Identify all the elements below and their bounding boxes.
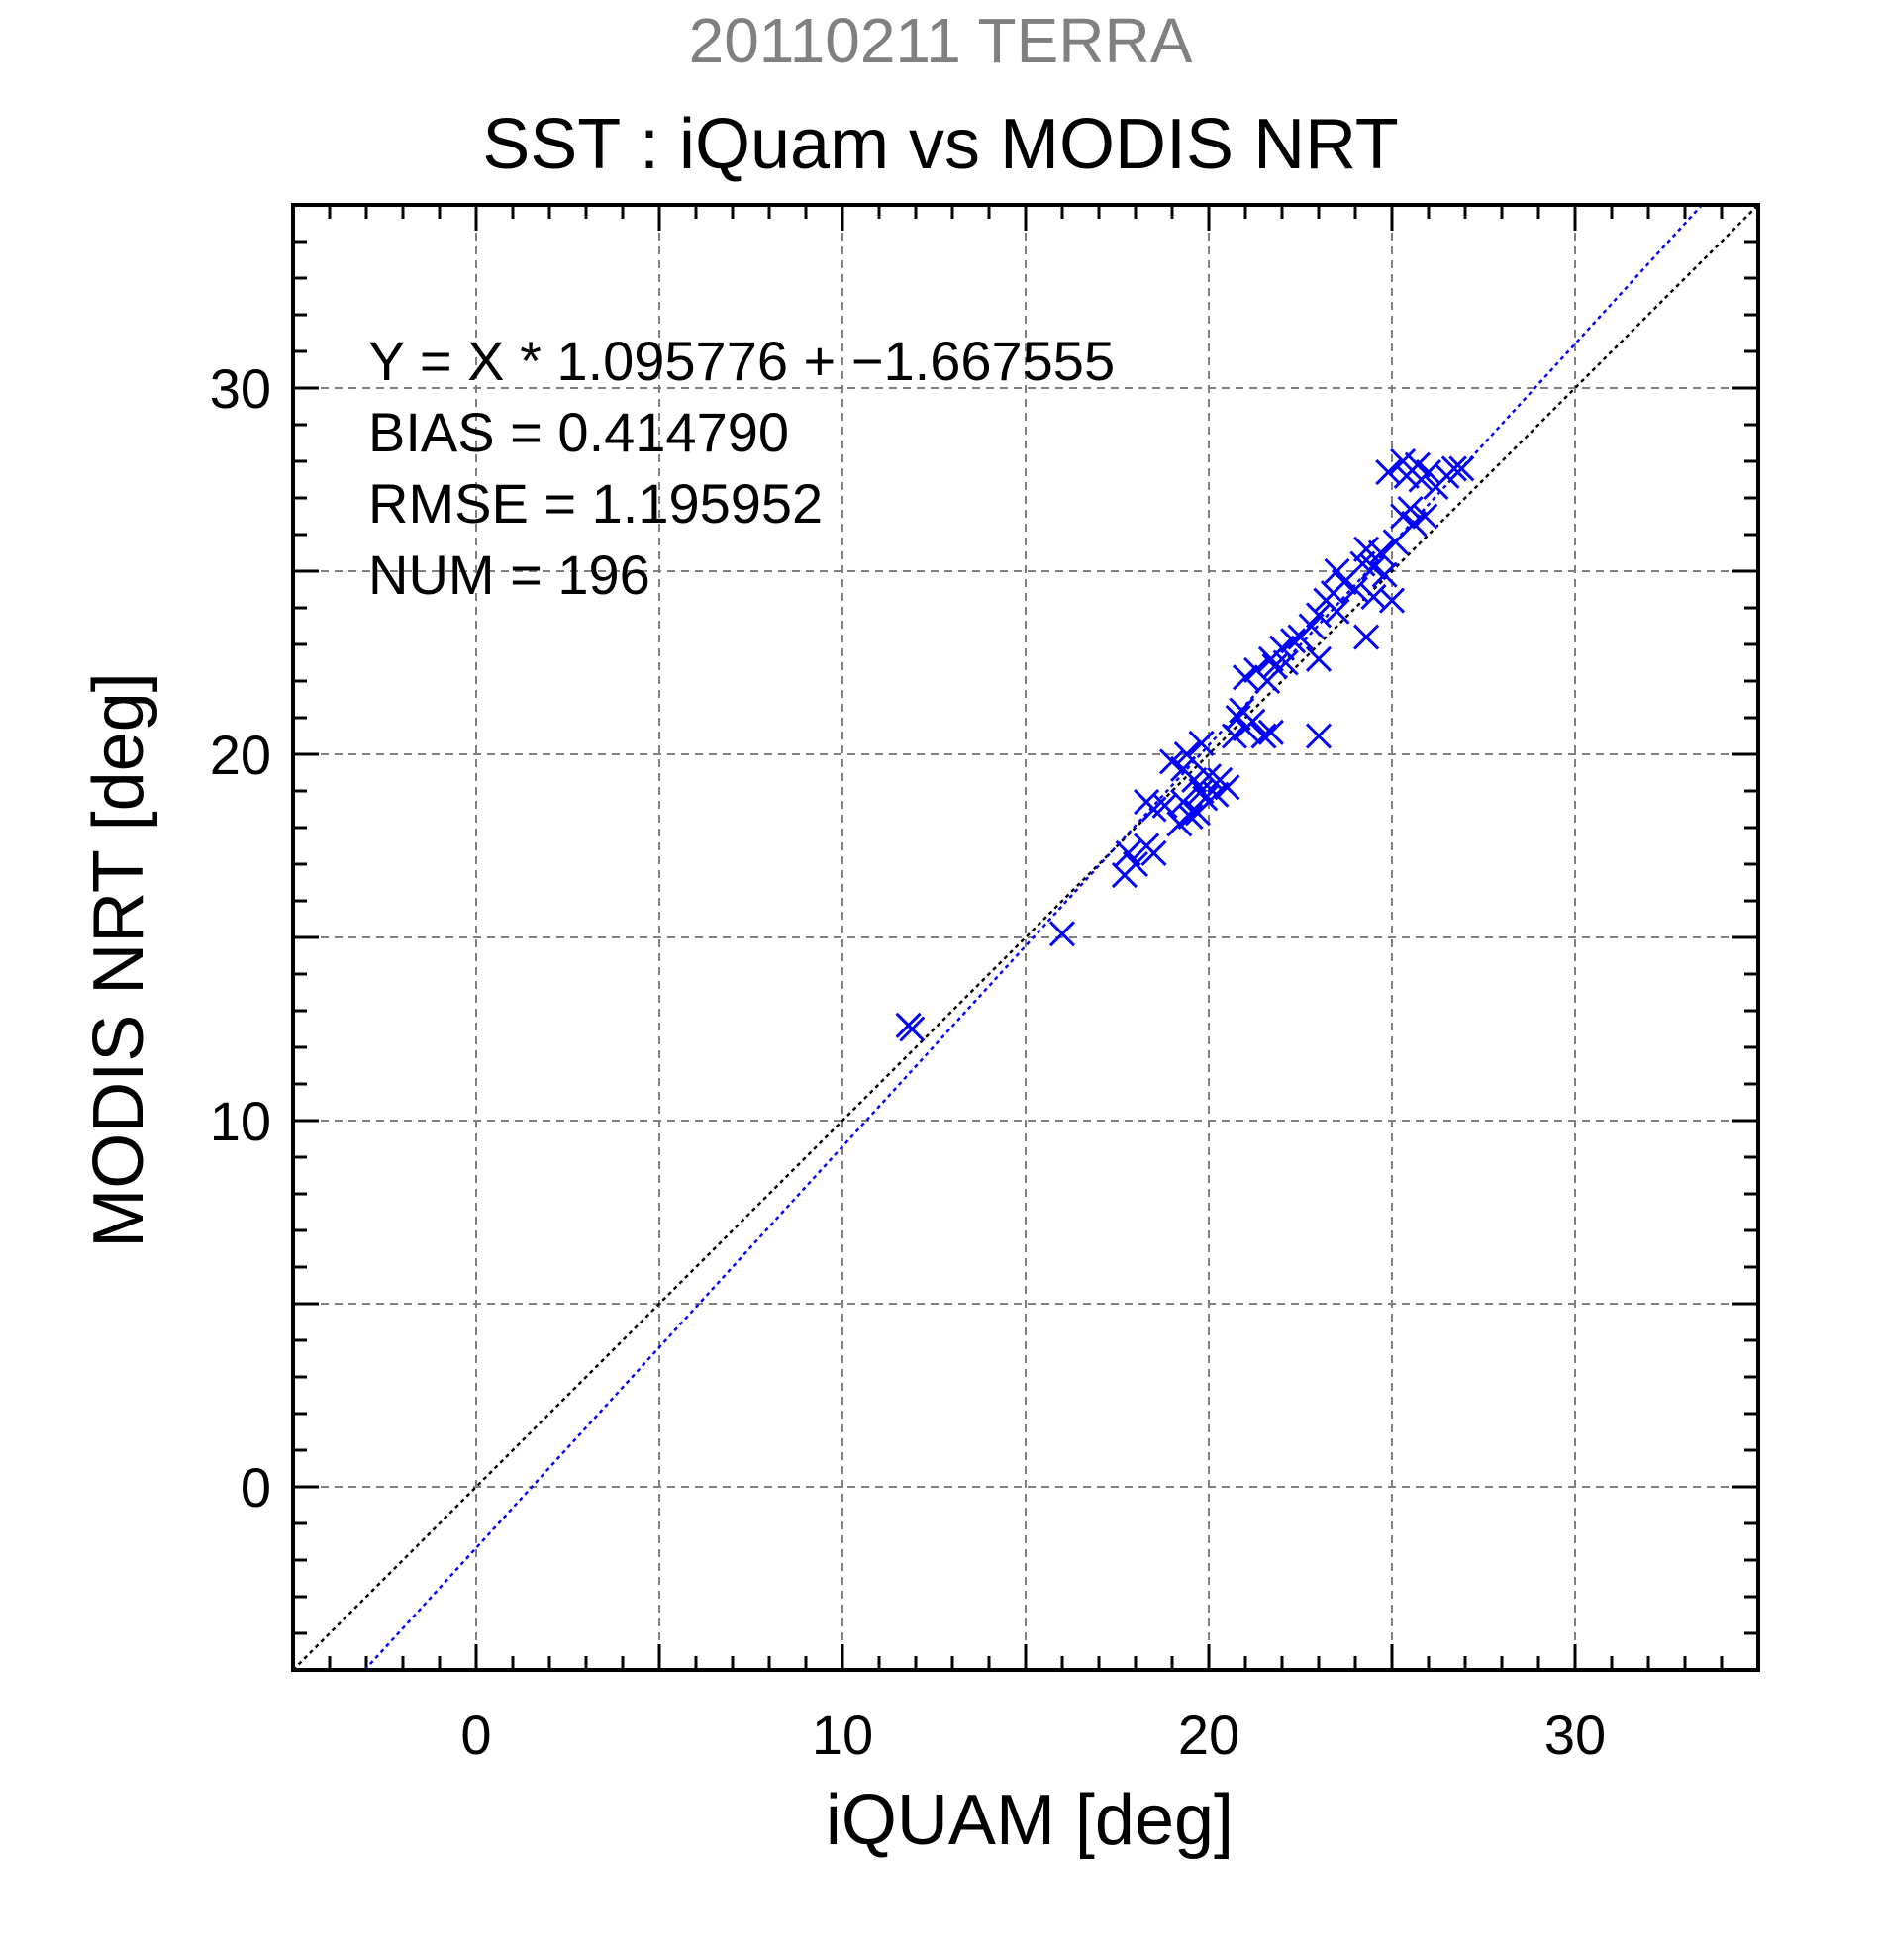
tick-labels: 0 10 20 30 0 10 20 30 — [210, 357, 1606, 1766]
rmse-value: RMSE = 1.195952 — [368, 472, 824, 535]
data-point — [1232, 664, 1259, 691]
data-point — [1203, 781, 1230, 808]
data-point — [1177, 803, 1204, 830]
x-tick-label: 20 — [1178, 1704, 1239, 1766]
data-point — [1173, 740, 1200, 768]
data-point — [1341, 576, 1369, 603]
data-point — [1225, 704, 1251, 732]
num-value: NUM = 196 — [368, 543, 650, 606]
data-point — [1170, 789, 1197, 816]
data-point — [1397, 496, 1424, 523]
data-point — [1360, 554, 1387, 581]
chart-supertitle: 20110211 TERRA — [688, 5, 1193, 76]
data-point — [1280, 628, 1307, 654]
data-point — [1268, 635, 1296, 661]
data-point — [1440, 455, 1467, 482]
plot-frame — [291, 203, 1760, 1672]
data-point — [1239, 708, 1266, 735]
regression-line — [363, 204, 1704, 1671]
identity-line — [292, 204, 1759, 1671]
data-point — [1122, 850, 1149, 878]
data-point — [899, 1016, 926, 1042]
data-point — [1272, 649, 1299, 676]
y-tick-label: 0 — [241, 1456, 271, 1519]
data-point — [1367, 539, 1394, 566]
data-point — [1401, 510, 1428, 537]
data-point — [1448, 455, 1475, 482]
x-tick-label: 30 — [1544, 1704, 1606, 1766]
x-axis-label: iQUAM [deg] — [825, 1781, 1235, 1860]
data-points — [895, 447, 1475, 1042]
data-point — [1188, 730, 1215, 756]
data-point — [1305, 645, 1333, 672]
data-point — [1298, 613, 1325, 639]
grid-lines — [293, 205, 1758, 1670]
data-point — [1378, 587, 1406, 614]
y-tick-label: 10 — [210, 1090, 271, 1152]
data-point — [1181, 766, 1208, 793]
data-point — [1324, 598, 1350, 625]
bias-value: BIAS = 0.414790 — [368, 401, 790, 463]
data-point — [1115, 839, 1141, 866]
data-point — [1158, 748, 1186, 775]
y-tick-label: 30 — [210, 357, 271, 420]
y-axis-label: MODIS NRT [deg] — [79, 672, 158, 1248]
x-tick-label: 0 — [460, 1704, 491, 1766]
data-point — [1353, 624, 1380, 650]
data-point — [1188, 777, 1215, 805]
reference-lines — [292, 204, 1759, 1671]
x-tick-label: 10 — [812, 1704, 873, 1766]
y-tick-label: 20 — [210, 724, 271, 786]
fit-equation: Y = X * 1.095776 + −1.667555 — [368, 330, 1116, 392]
data-point — [1214, 774, 1240, 801]
data-point — [1166, 811, 1193, 837]
data-point — [1250, 723, 1277, 749]
chart-title: SST : iQuam vs MODIS NRT — [482, 105, 1399, 184]
data-point — [1305, 723, 1333, 749]
data-point — [1140, 839, 1167, 866]
data-point — [1257, 719, 1284, 745]
data-point — [1353, 536, 1380, 562]
data-point — [1048, 921, 1076, 947]
data-point — [1371, 561, 1398, 588]
data-point — [1404, 451, 1431, 478]
data-point — [1412, 503, 1438, 530]
